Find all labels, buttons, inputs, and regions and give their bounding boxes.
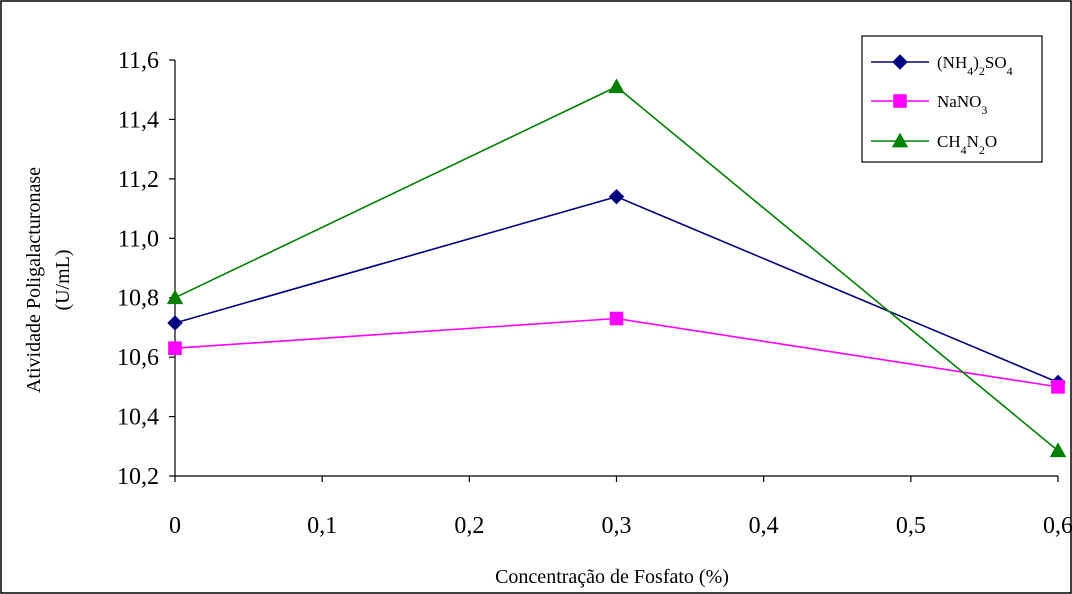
y-tick-label: 10,4	[117, 405, 159, 431]
series-line	[174, 317, 1059, 388]
x-tick-label: 0,4	[749, 513, 779, 539]
series-line	[174, 195, 1059, 384]
y-tick-label: 11,2	[118, 167, 159, 193]
y-tick-label: 11,6	[118, 48, 159, 74]
x-tick-label: 0,5	[896, 513, 926, 539]
series-1	[167, 188, 1066, 391]
legend-item-2: NaNO3	[871, 92, 987, 117]
y-tick-label: 10,2	[117, 464, 159, 490]
data-point	[609, 311, 624, 326]
legend-swatch-marker	[891, 132, 909, 148]
legend-item-1: (NH4)2SO4	[871, 53, 1013, 78]
series-2	[168, 311, 1065, 394]
y-tick-label: 11,0	[118, 226, 159, 252]
data-point	[608, 188, 625, 205]
x-tick-label: 0,6	[1043, 513, 1072, 539]
legend-label: NaNO3	[937, 92, 987, 117]
y-tick-label: 10,8	[117, 286, 159, 312]
data-point	[166, 289, 184, 305]
legend-item-3: CH4N2O	[871, 132, 997, 157]
data-point	[1049, 442, 1067, 458]
data-point	[167, 315, 183, 331]
x-tick-label: 0,1	[307, 513, 337, 539]
x-tick-label: 0	[169, 513, 181, 539]
x-tick-label: 0,2	[454, 513, 484, 539]
series-layer	[166, 78, 1067, 458]
data-point	[168, 341, 182, 356]
x-tick-label: 0,3	[602, 513, 632, 539]
legend-label: (NH4)2SO4	[937, 53, 1013, 78]
legend-swatch-marker	[892, 54, 908, 70]
y-axis-title-line1: Atividade Poligalacturonase	[23, 167, 45, 393]
series-3	[166, 78, 1067, 458]
axes: 10,2 10,4 10,6 10,8 11,0 11,2 11,4 11,6 0 0,1 0,2 0…	[117, 48, 1072, 539]
y-tick-label: 10,6	[117, 345, 159, 371]
x-axis-title: Concentração de Fosfato (%)	[495, 566, 729, 588]
data-point	[1051, 380, 1065, 394]
legend: (NH4)2SO4 NaNO3 CH4N2O	[861, 35, 1043, 163]
data-point	[608, 78, 625, 94]
legend-label: CH4N2O	[937, 132, 997, 157]
y-tick-label: 11,4	[118, 107, 159, 133]
y-axis-title-line2: (U/mL)	[52, 249, 74, 310]
legend-swatch-marker	[893, 94, 907, 108]
